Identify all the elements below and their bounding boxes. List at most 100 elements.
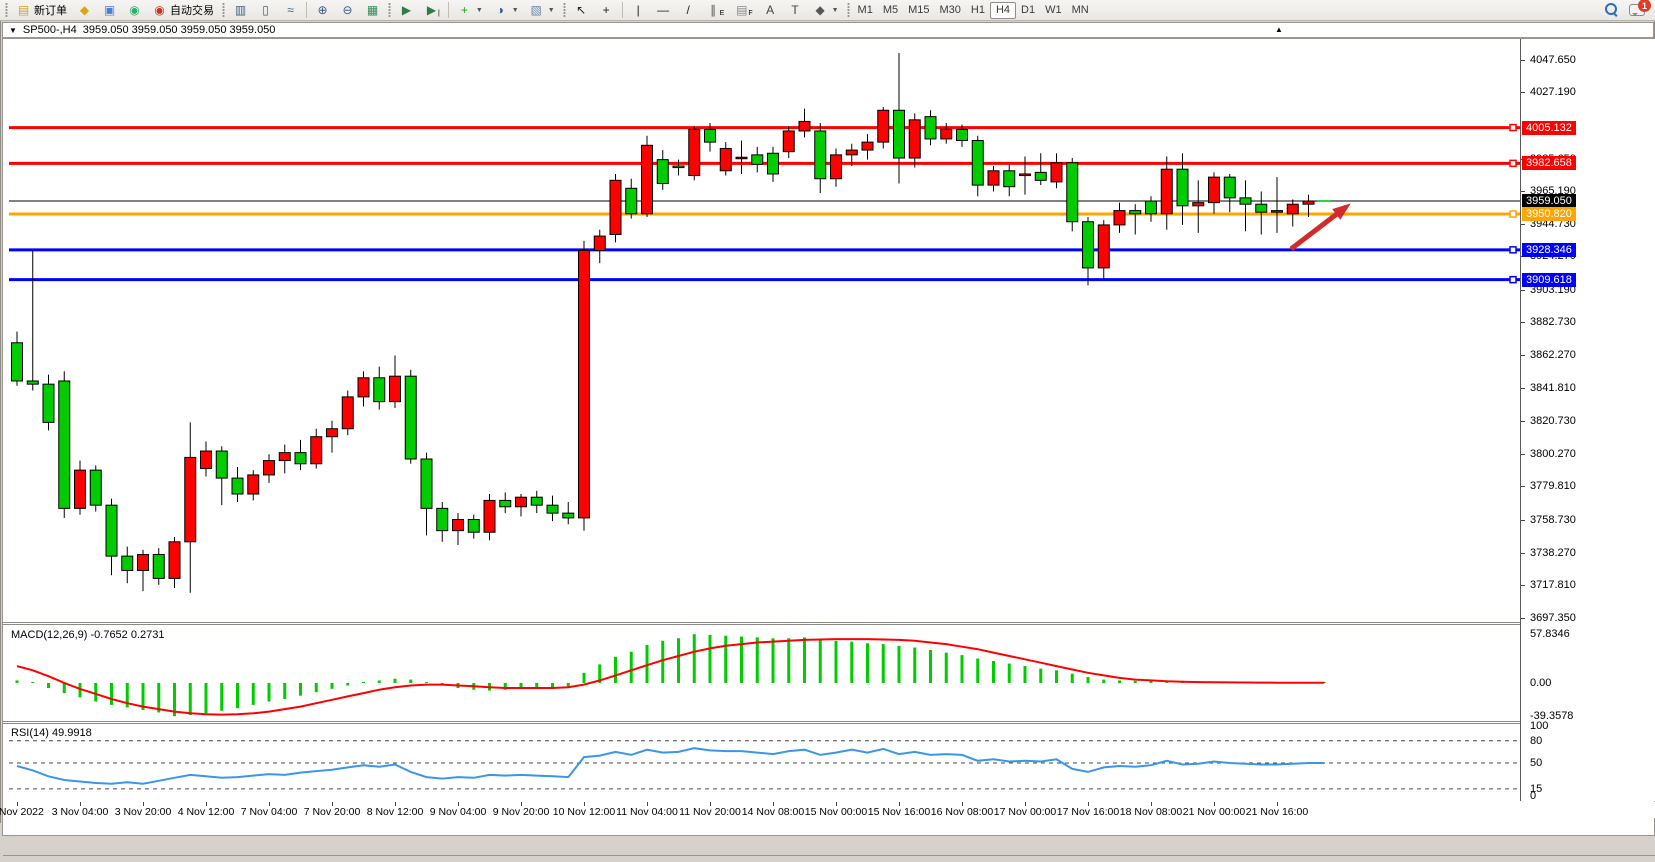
panel-separator[interactable] (3, 721, 1655, 724)
text-icon[interactable]: A (758, 1, 783, 20)
rsi-panel[interactable] (9, 724, 1520, 801)
timeframe-m30[interactable]: M30 (939, 4, 961, 16)
templates-button[interactable]: ▧ ▼ (524, 1, 560, 20)
time-axis[interactable]: 2 Nov 2022 3 Nov 04:00 3 Nov 20:00 4 Nov 12… (0, 802, 1655, 818)
panel-separator[interactable] (3, 622, 1655, 625)
time-axis-label: 15 Nov 00:00 (804, 806, 868, 818)
candle-body (1003, 170, 1016, 188)
profile-icon[interactable]: ▣ (97, 1, 122, 20)
new-order-button[interactable]: ▤ 新订单 (11, 1, 72, 20)
time-axis-label: 17 Nov 16:00 (1056, 806, 1120, 818)
price-axis-label: 3903.190 (1530, 283, 1576, 296)
chart-shift-icon[interactable]: ▶ | (419, 1, 445, 20)
chart-quotes: 3959.050 3959.050 3959.050 3959.050 (82, 24, 276, 36)
candle-body (1286, 203, 1299, 215)
vertical-line-icon[interactable]: | (626, 1, 651, 20)
candle-body (310, 436, 323, 465)
time-axis-tick (962, 802, 963, 806)
chat-icon[interactable]: 1 (1629, 0, 1651, 16)
horizontal-line-icon[interactable]: — (651, 1, 676, 20)
crosshair-icon[interactable]: + (594, 1, 619, 20)
candle-body (1097, 224, 1110, 269)
candle-body (105, 504, 118, 557)
auto-scroll-icon: ▶ (401, 2, 412, 17)
timeframe-m15[interactable]: M15 (908, 4, 930, 16)
search-icon[interactable] (1605, 3, 1619, 17)
candle-body (782, 130, 795, 153)
candle-body (751, 154, 764, 165)
timeframe-h1[interactable]: H1 (970, 4, 985, 16)
chart-shift-icon: ▶ (426, 2, 437, 17)
cursor-icon[interactable]: ↖ (569, 1, 594, 20)
arrows-icon[interactable]: ◆ ▼ (808, 1, 844, 20)
chart-menu-caret-icon[interactable]: ▼ (9, 25, 17, 35)
timeframe-m5[interactable]: M5 (882, 4, 899, 16)
price-axis-label: 3882.730 (1530, 316, 1576, 329)
candle-body (908, 119, 921, 159)
price-axis-tick (1521, 486, 1525, 488)
macd-axis-label: 57.8346 (1530, 628, 1570, 641)
time-axis-label: 7 Nov 04:00 (240, 806, 298, 818)
price-badge-3959.050: 3959.050 (1522, 193, 1576, 208)
macd-signal-line (16, 638, 1325, 716)
line-endpoint-marker[interactable] (1509, 210, 1517, 218)
candlestick-chart-icon[interactable]: ▯ (253, 1, 278, 20)
tile-windows-icon: ▦ (366, 2, 379, 17)
candle-body (1129, 210, 1142, 215)
line-endpoint-marker[interactable] (1509, 159, 1517, 168)
indicators-button[interactable]: + ▼ (452, 1, 488, 20)
line-endpoint-marker[interactable] (1509, 123, 1517, 132)
signals-icon[interactable]: ◉ (122, 1, 147, 20)
dropdown-caret-icon[interactable]: ▼ (831, 6, 839, 14)
timeframe-h4[interactable]: H4 (989, 1, 1017, 19)
price-axis-tick (1521, 322, 1525, 324)
main-chart[interactable] (9, 41, 1520, 621)
text-label-icon[interactable]: T (783, 1, 808, 20)
autotrade-button[interactable]: ◉ 自动交易 (147, 1, 219, 20)
text-icon: A (766, 2, 775, 17)
tile-windows-icon[interactable]: ▦ (360, 1, 385, 20)
time-axis-label: 2 Nov 2022 (0, 806, 44, 818)
trendline-icon: / (686, 2, 690, 17)
candle-body (404, 375, 417, 460)
price-axis-tick (1521, 191, 1525, 193)
autotrade-button-label: 自动交易 (170, 5, 214, 17)
chart-note-icon[interactable]: ◆ (72, 1, 97, 20)
time-axis-label: 11 Nov 20:00 (679, 806, 741, 818)
price-axis[interactable]: 4047.6504027.1903985.6503965.1903944.730… (1520, 39, 1655, 802)
dropdown-caret-icon[interactable]: ▼ (511, 6, 519, 14)
candle-body (672, 165, 685, 169)
timeframe-w1[interactable]: W1 (1045, 4, 1062, 16)
candle-body (1271, 210, 1283, 213)
fibonacci-icon[interactable]: ▤ F (729, 1, 757, 20)
trendline-icon[interactable]: / (676, 1, 701, 20)
time-axis-label: 21 Nov 00:00 (1182, 806, 1246, 818)
timeframe-mn[interactable]: MN (1071, 4, 1089, 16)
candle-body (184, 456, 197, 543)
time-axis-tick (143, 802, 144, 806)
icon-subscript: | (438, 9, 440, 17)
auto-scroll-icon[interactable]: ▶ (394, 1, 419, 20)
dropdown-caret-icon[interactable]: ▼ (475, 6, 483, 14)
zoom-out-icon[interactable]: ⊖ (335, 1, 360, 20)
timeframe-d1[interactable]: D1 (1021, 4, 1036, 16)
candle-body (42, 383, 55, 423)
line-chart-icon[interactable]: ≈ (278, 1, 303, 20)
equidistant-channel-icon[interactable]: ∥ E (701, 1, 730, 20)
price-badge-3982.658: 3982.658 (1522, 156, 1576, 171)
dropdown-caret-icon[interactable]: ▼ (547, 6, 555, 14)
notification-badge: 1 (1638, 0, 1651, 12)
bar-chart-icon[interactable]: ▥ (228, 1, 253, 20)
time-axis-label: 16 Nov 08:00 (930, 806, 994, 818)
macd-panel[interactable] (9, 626, 1520, 721)
zoom-in-icon[interactable]: ⊕ (310, 1, 335, 20)
periods-button[interactable]: ◑ ▼ (488, 1, 524, 20)
window-bottom-strip (3, 855, 1655, 862)
line-endpoint-marker[interactable] (1509, 246, 1517, 254)
price-axis-tick (1521, 519, 1525, 521)
timeframe-m1[interactable]: M1 (857, 4, 873, 16)
line-endpoint-marker[interactable] (1509, 275, 1517, 284)
time-axis-tick (773, 802, 774, 806)
candle-body (247, 474, 260, 495)
price-badge-3909.618: 3909.618 (1522, 272, 1576, 287)
